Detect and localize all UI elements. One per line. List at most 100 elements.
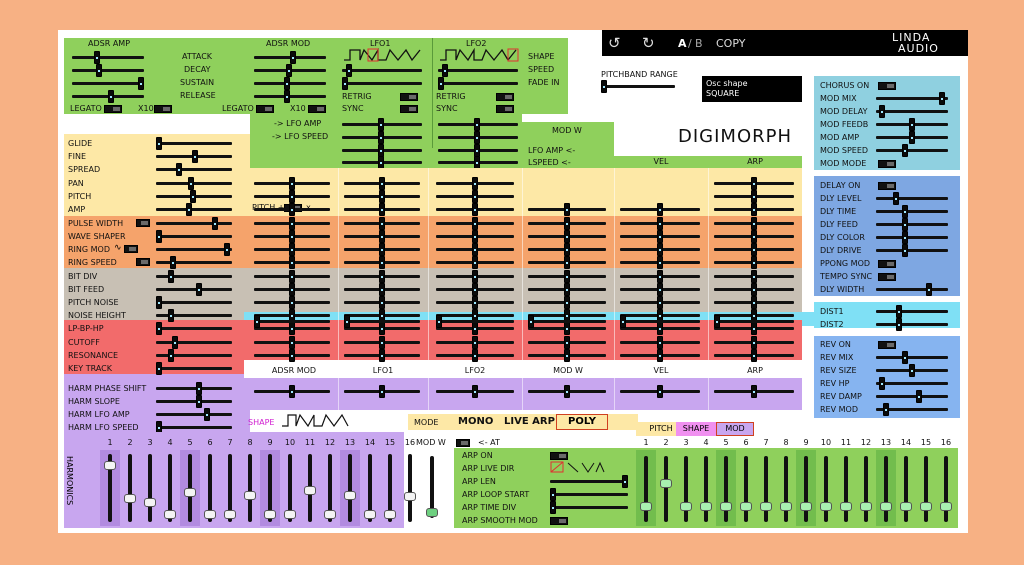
matrix-slider[interactable] — [344, 270, 420, 283]
amp-slider[interactable] — [156, 203, 232, 216]
matrix-slider[interactable] — [620, 230, 700, 243]
ring-mod-toggle[interactable] — [124, 245, 138, 253]
seq-step-slider[interactable] — [716, 456, 736, 522]
fx-slider[interactable] — [876, 218, 948, 231]
matrix-slider[interactable] — [344, 177, 420, 190]
fx-slider[interactable] — [876, 403, 948, 416]
seq-step-slider[interactable] — [656, 456, 676, 522]
decay-slider[interactable] — [72, 64, 144, 77]
matrix-slider[interactable] — [714, 270, 794, 283]
pulse-width-slider[interactable] — [156, 217, 232, 230]
matrix-slider[interactable] — [254, 283, 330, 296]
bit-div-slider[interactable] — [156, 270, 232, 283]
lfo2-shape-icon[interactable] — [438, 48, 522, 62]
fx-slider[interactable] — [876, 144, 948, 157]
matrix-slider[interactable] — [528, 256, 606, 269]
mod-decay-slider[interactable] — [254, 64, 326, 77]
ring-mod-slider[interactable] — [156, 243, 232, 256]
fx-toggle[interactable] — [878, 160, 896, 168]
arp-time-div-slider[interactable] — [550, 501, 628, 514]
pulse-width-toggle[interactable] — [136, 219, 150, 227]
modw-vertical-slider[interactable] — [422, 456, 442, 518]
matrix-slider[interactable] — [344, 256, 420, 269]
matrix-slider[interactable] — [714, 190, 794, 203]
matrix-slider[interactable] — [344, 385, 420, 398]
matrix-slider[interactable] — [620, 336, 700, 349]
matrix-slider[interactable] — [620, 270, 700, 283]
matrix-slider[interactable] — [714, 217, 794, 230]
matrix-slider[interactable] — [620, 349, 700, 362]
harmonic-slider[interactable] — [320, 454, 340, 522]
seq-step-slider[interactable] — [636, 456, 656, 522]
fx-slider[interactable] — [876, 131, 948, 144]
matrix-slider[interactable] — [714, 283, 794, 296]
matrix-slider[interactable] — [714, 296, 794, 309]
seq-step-slider[interactable] — [756, 456, 776, 522]
glide-slider[interactable] — [156, 137, 232, 150]
matrix-slider[interactable] — [620, 243, 700, 256]
key-track-slider[interactable] — [156, 362, 232, 375]
matrix-slider[interactable] — [528, 296, 606, 309]
matrix-slider[interactable] — [254, 230, 330, 243]
seq-step-slider[interactable] — [856, 456, 876, 522]
mod-lfo1-amp-slider[interactable] — [342, 118, 422, 131]
seq-step-slider[interactable] — [936, 456, 956, 522]
mod-attack-slider[interactable] — [254, 51, 326, 64]
matrix-slider[interactable] — [436, 217, 514, 230]
pitch-noise-slider[interactable] — [156, 296, 232, 309]
harmonic-slider[interactable] — [120, 454, 140, 522]
harm-slope-slider[interactable] — [156, 395, 232, 408]
sustain-slider[interactable] — [72, 77, 144, 90]
fx-slider[interactable] — [876, 205, 948, 218]
matrix-slider[interactable] — [620, 283, 700, 296]
matrix-slider[interactable] — [528, 230, 606, 243]
mode-live-arp[interactable]: LIVE ARP — [504, 416, 555, 427]
mod-lfo2-speed-slider[interactable] — [438, 131, 518, 144]
matrix-slider[interactable] — [436, 283, 514, 296]
matrix-slider[interactable] — [344, 230, 420, 243]
dist-matrix-slider[interactable] — [436, 315, 514, 328]
harmonic-slider[interactable] — [340, 454, 360, 522]
redo-icon[interactable]: ↻ — [642, 34, 655, 52]
harm-phase-shift-slider[interactable] — [156, 382, 232, 395]
dist-matrix-slider[interactable] — [528, 315, 606, 328]
undo-icon[interactable]: ↺ — [608, 34, 621, 52]
matrix-slider[interactable] — [344, 336, 420, 349]
legato-mod-toggle[interactable] — [256, 105, 274, 113]
fx-slider[interactable] — [876, 283, 948, 296]
ring-mod-wave-icon[interactable]: ∿ — [114, 243, 122, 253]
matrix-slider[interactable] — [344, 296, 420, 309]
matrix-slider[interactable] — [620, 256, 700, 269]
x10-amp-toggle[interactable] — [154, 105, 172, 113]
seq-step-slider[interactable] — [696, 456, 716, 522]
seq-step-slider[interactable] — [896, 456, 916, 522]
pitch-slider[interactable] — [156, 190, 232, 203]
mod-lfo1-speed-slider[interactable] — [342, 131, 422, 144]
fx-toggle[interactable] — [878, 182, 896, 190]
attack-slider[interactable] — [72, 51, 144, 64]
lfo2-retrig-toggle[interactable] — [496, 93, 514, 101]
mod-sustain-slider[interactable] — [254, 77, 326, 90]
bit-feed-slider[interactable] — [156, 283, 232, 296]
harmonic-slider[interactable] — [400, 454, 420, 522]
fx-toggle[interactable] — [878, 260, 896, 268]
matrix-slider[interactable] — [254, 217, 330, 230]
fx-toggle[interactable] — [878, 273, 896, 281]
matrix-slider[interactable] — [344, 190, 420, 203]
matrix-slider[interactable] — [620, 203, 700, 216]
harmonic-slider[interactable] — [380, 454, 400, 522]
matrix-slider[interactable] — [254, 296, 330, 309]
dist-matrix-slider[interactable] — [344, 315, 420, 328]
dist-matrix-slider[interactable] — [620, 315, 700, 328]
matrix-slider[interactable] — [714, 243, 794, 256]
matrix-slider[interactable] — [436, 296, 514, 309]
seq-step-slider[interactable] — [816, 456, 836, 522]
mod-lfo2-amp-slider[interactable] — [438, 118, 518, 131]
matrix-slider[interactable] — [436, 230, 514, 243]
matrix-slider[interactable] — [528, 270, 606, 283]
matrix-slider[interactable] — [436, 243, 514, 256]
matrix-slider[interactable] — [254, 190, 330, 203]
matrix-slider[interactable] — [254, 177, 330, 190]
matrix-slider[interactable] — [436, 203, 514, 216]
matrix-slider[interactable] — [528, 385, 606, 398]
